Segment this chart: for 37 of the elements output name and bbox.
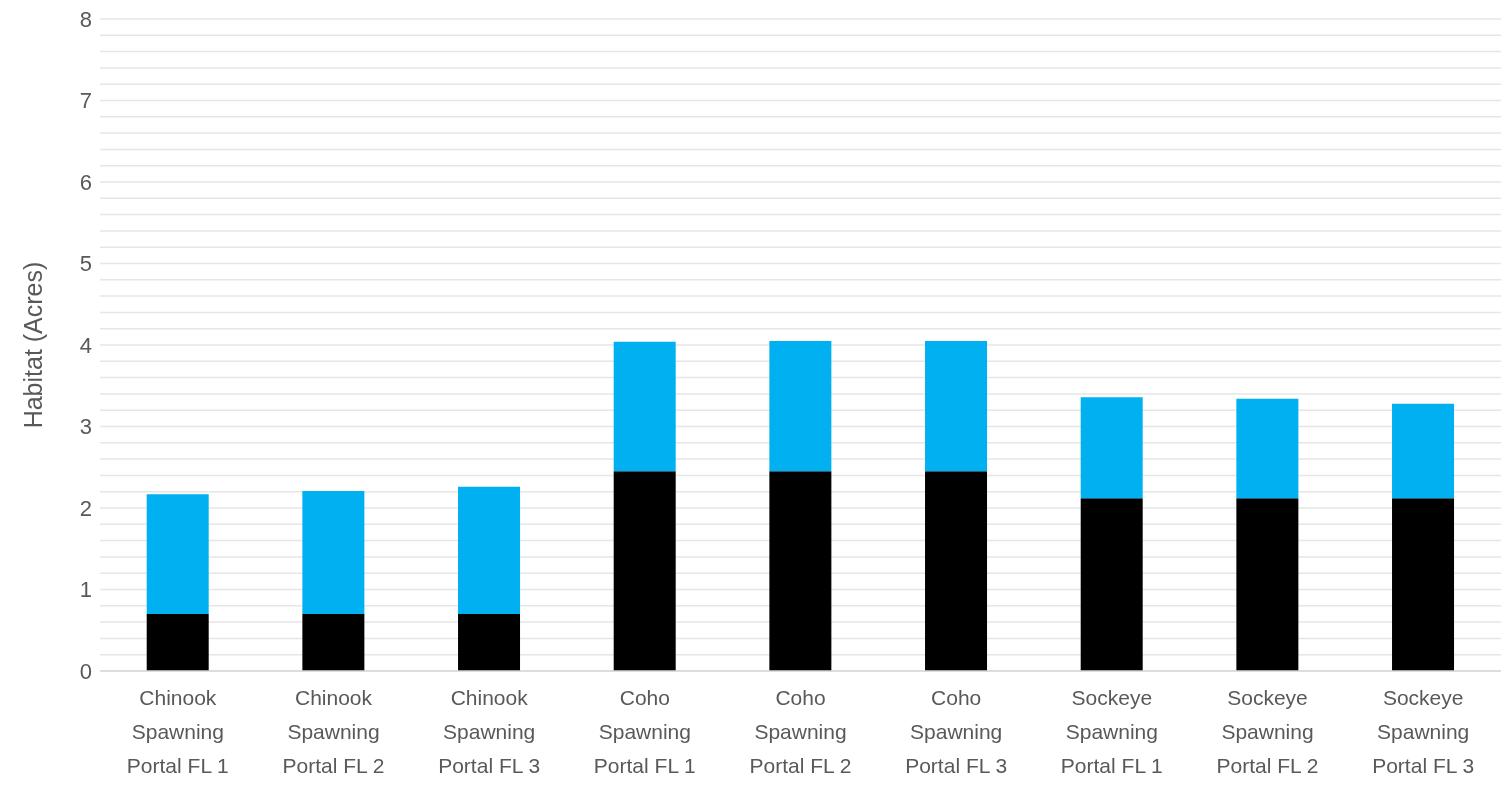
bar [925, 340, 988, 472]
x-tick-label: Chinook Spawning Portal FL 3 [438, 686, 541, 777]
y-tick-label: 2 [79, 495, 92, 521]
bar [458, 486, 521, 614]
bar [925, 471, 988, 671]
y-tick-label: 6 [79, 169, 92, 195]
y-tick-label: 3 [79, 414, 92, 440]
x-tick-label: Coho Spawning Portal FL 1 [593, 686, 696, 777]
bar [1392, 498, 1455, 671]
bar [146, 494, 209, 614]
x-tick-label: Coho Spawning Portal FL 3 [905, 686, 1008, 777]
bar [458, 613, 521, 671]
x-tick-label: Coho Spawning Portal FL 2 [749, 686, 852, 777]
y-axis-title: Habitat (Acres) [18, 261, 47, 429]
bar [769, 340, 832, 472]
x-tick-label: Sockeye Spawning Portal FL 3 [1372, 686, 1475, 777]
bar [1080, 397, 1143, 499]
bar [302, 490, 365, 614]
bar [613, 471, 676, 671]
bar [146, 613, 209, 671]
x-tick-label: Sockeye Spawning Portal FL 1 [1060, 686, 1163, 777]
bar [1236, 398, 1299, 499]
x-tick-label: Chinook Spawning Portal FL 2 [282, 686, 385, 777]
y-tick-label: 5 [79, 251, 92, 277]
bar [1080, 498, 1143, 671]
y-tick-label: 8 [79, 6, 92, 32]
bar [1236, 498, 1299, 671]
y-tick-label: 0 [79, 658, 92, 684]
y-tick-label: 4 [79, 332, 92, 358]
y-tick-label: 1 [79, 577, 92, 603]
bar [302, 613, 365, 671]
bar [613, 341, 676, 472]
bar [769, 471, 832, 671]
x-tick-label: Chinook Spawning Portal FL 1 [126, 686, 229, 777]
x-tick-label: Sockeye Spawning Portal FL 2 [1216, 686, 1319, 777]
bar [1392, 403, 1455, 499]
y-tick-label: 7 [79, 88, 92, 114]
